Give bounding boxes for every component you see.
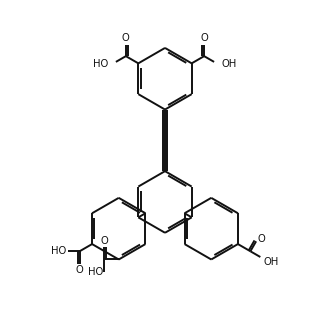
Text: O: O: [257, 234, 265, 244]
Text: O: O: [200, 33, 208, 44]
Text: HO: HO: [51, 246, 67, 256]
Text: O: O: [101, 236, 108, 246]
Text: O: O: [122, 33, 130, 44]
Text: HO: HO: [88, 267, 103, 277]
Text: OH: OH: [264, 257, 279, 267]
Text: O: O: [76, 265, 83, 275]
Text: OH: OH: [221, 58, 237, 69]
Text: HO: HO: [93, 58, 109, 69]
